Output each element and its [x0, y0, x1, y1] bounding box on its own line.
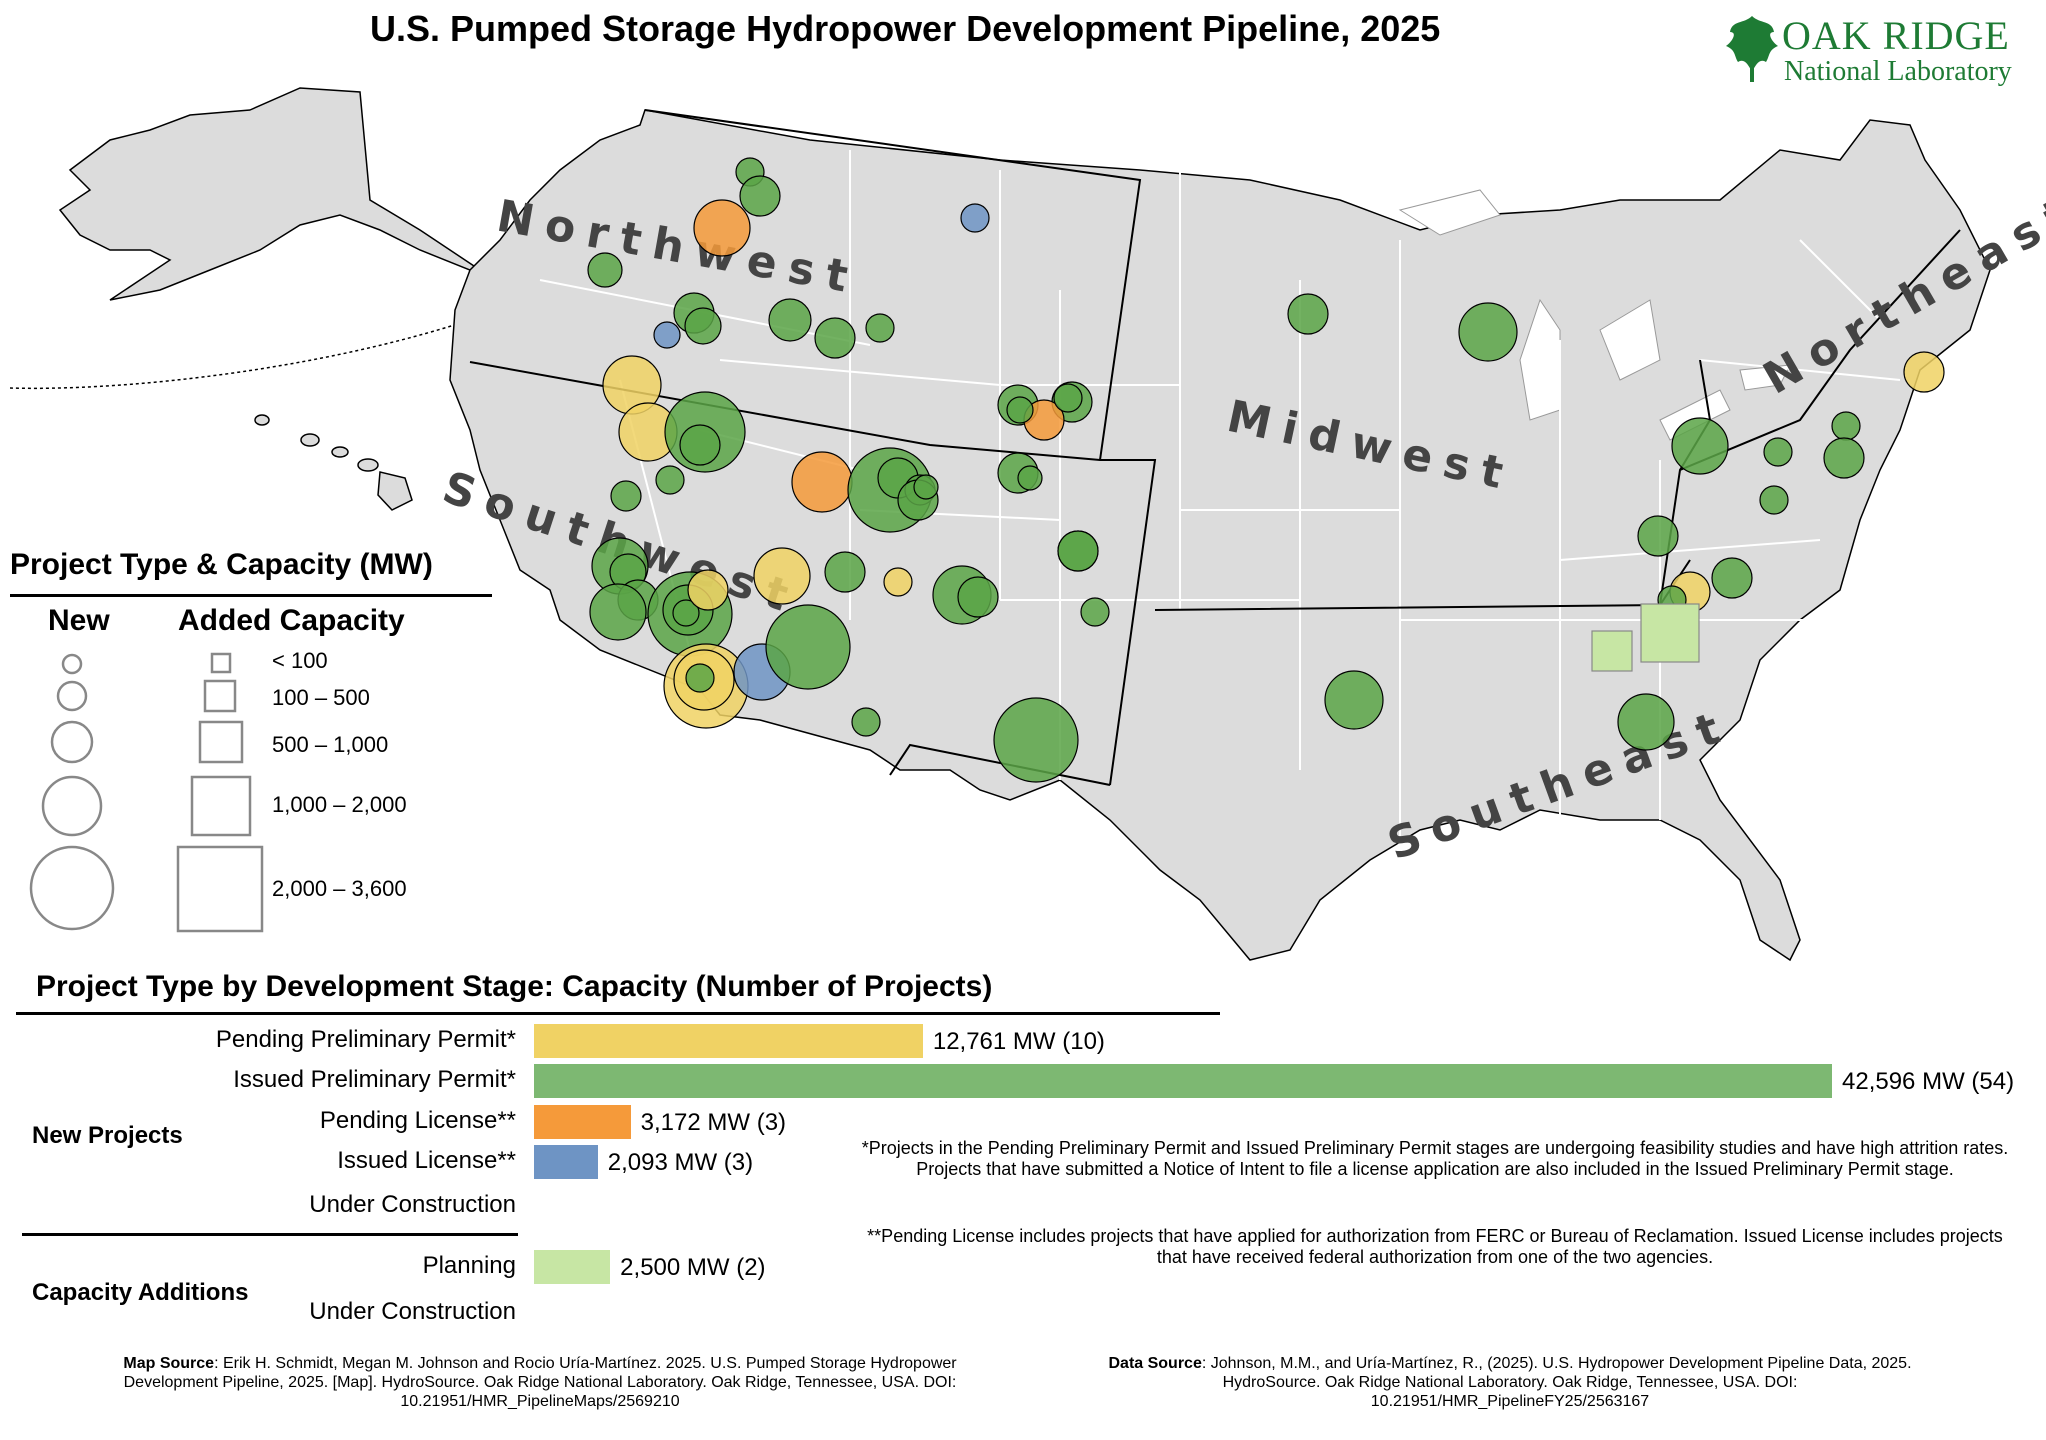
project-marker	[814, 317, 856, 359]
stage-value-label: 2,093 MW (3)	[607, 1149, 754, 1176]
data-source: Data Source: Johnson, M.M., and Uría-Mar…	[1108, 1355, 1912, 1410]
project-marker	[1903, 351, 1945, 393]
note-preliminary-permit: *Projects in the Pending Preliminary Per…	[861, 1138, 2009, 1179]
project-marker	[1287, 293, 1329, 335]
stage-value-label: 12,761 MW (10)	[932, 1028, 1105, 1055]
project-marker	[1831, 411, 1861, 441]
map-source: Map Source: Erik H. Schmidt, Megan M. Jo…	[123, 1355, 957, 1410]
stage-value-label: 42,596 MW (54)	[1842, 1068, 2015, 1095]
alaska-shape	[58, 87, 501, 301]
great-lakes	[1398, 189, 1791, 441]
project-marker	[1458, 302, 1518, 362]
project-marker	[1057, 530, 1099, 572]
logo-line1: OAK RIDGE	[1782, 13, 2010, 58]
project-marker	[1759, 485, 1789, 515]
note-license: **Pending License includes projects that…	[867, 1226, 2003, 1267]
legend-added-header: Added Capacity	[178, 604, 405, 637]
stage-bar	[534, 1105, 631, 1139]
project-marker	[1823, 437, 1865, 479]
stage-bar	[534, 1064, 1832, 1098]
project-marker	[1671, 417, 1729, 475]
project-marker	[960, 203, 990, 233]
project-marker	[851, 707, 881, 737]
project-marker	[865, 313, 895, 343]
group-label-capacity-additions: Capacity Additions	[32, 1279, 249, 1306]
project-marker	[1053, 383, 1083, 413]
project-marker	[1711, 557, 1753, 599]
project-marker	[791, 451, 853, 513]
project-marker	[1006, 396, 1034, 424]
project-marker	[589, 583, 647, 641]
bar-chart-divider	[16, 1012, 1220, 1015]
project-marker	[824, 551, 866, 593]
legend-symbols	[29, 652, 264, 933]
legend-class-4: 1,000 – 2,000	[272, 792, 407, 817]
bar-chart-title: Project Type by Development Stage: Capac…	[36, 970, 993, 1003]
project-marker	[883, 567, 913, 597]
project-marker	[1637, 515, 1679, 557]
project-marker	[653, 321, 681, 349]
project-marker	[1763, 437, 1793, 467]
ornl-logo: OAK RIDGE National Laboratory	[1722, 8, 2040, 90]
project-marker	[610, 480, 642, 512]
page-title: U.S. Pumped Storage Hydropower Developme…	[370, 8, 1441, 49]
stage-value-label: 2,500 MW (2)	[620, 1254, 766, 1281]
project-marker	[672, 599, 700, 627]
stage-bar	[534, 1250, 611, 1284]
project-marker	[1324, 670, 1384, 730]
legend-class-1: < 100	[272, 648, 328, 673]
legend-class-5: 2,000 – 3,600	[272, 876, 407, 901]
stage-label: Issued License**	[337, 1147, 516, 1174]
us-map: Northwest Southwest Midwest Northeast So…	[9, 87, 2046, 962]
project-marker	[1617, 693, 1675, 751]
project-marker	[768, 298, 812, 342]
hawaii-islands	[254, 414, 413, 511]
project-marker	[957, 576, 999, 618]
project-marker	[687, 569, 729, 611]
legend-class-3: 500 – 1,000	[272, 732, 389, 757]
project-marker	[587, 252, 623, 288]
oak-leaf-icon	[1726, 16, 1778, 82]
group-divider	[22, 1233, 518, 1236]
legend-divider	[10, 594, 492, 597]
stage-label: Under Construction	[309, 1191, 516, 1218]
stage-label: Pending Preliminary Permit*	[215, 1026, 516, 1053]
project-marker	[679, 424, 721, 466]
stage-value-label: 3,172 MW (3)	[640, 1109, 787, 1136]
project-marker	[1080, 597, 1110, 627]
project-marker	[753, 547, 811, 605]
project-marker	[684, 307, 722, 345]
stage-bar	[534, 1024, 923, 1058]
project-marker	[765, 604, 851, 690]
project-marker	[685, 663, 715, 693]
planning-marker	[1640, 603, 1700, 663]
stage-label: Pending License**	[319, 1107, 516, 1134]
stage-bar	[534, 1145, 598, 1179]
project-marker	[655, 465, 685, 495]
project-marker	[693, 199, 751, 257]
stage-label: Under Construction	[309, 1298, 516, 1325]
legend-class-2: 100 – 500	[272, 685, 370, 710]
stage-label: Issued Preliminary Permit*	[233, 1066, 516, 1093]
stage-label: Planning	[422, 1252, 516, 1279]
group-label-new-projects: New Projects	[32, 1122, 183, 1149]
legend-title: Project Type & Capacity (MW)	[10, 548, 433, 581]
project-marker	[1017, 465, 1043, 491]
legend-new-header: New	[48, 604, 110, 637]
planning-marker	[1591, 630, 1633, 672]
project-marker	[993, 697, 1079, 783]
project-markers	[587, 157, 1945, 783]
project-marker	[739, 175, 781, 217]
project-marker	[913, 474, 939, 500]
logo-line2: National Laboratory	[1784, 56, 2012, 87]
